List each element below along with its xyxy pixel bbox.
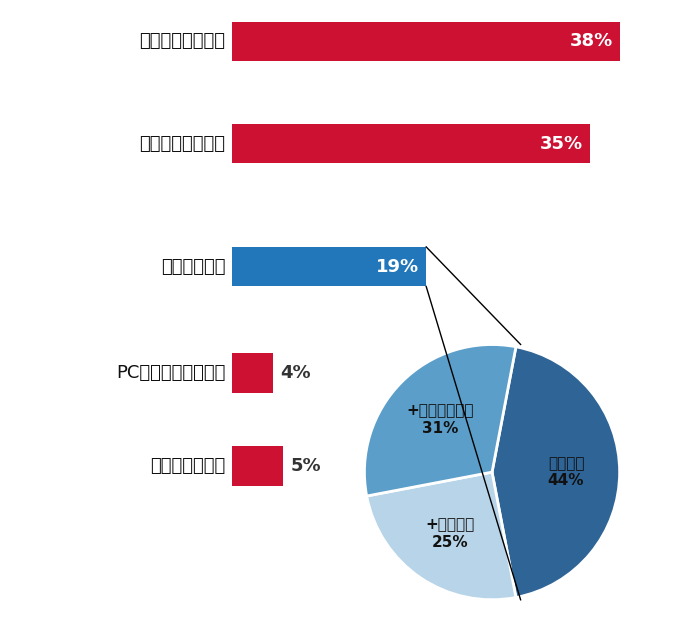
- Text: +サーバー
25%: +サーバー 25%: [426, 517, 475, 549]
- Text: 5%: 5%: [290, 457, 321, 475]
- Text: +専用サービス
31%: +専用サービス 31%: [406, 404, 473, 436]
- Text: ファイルサーバー: ファイルサーバー: [139, 135, 225, 152]
- Text: 35%: 35%: [540, 135, 583, 152]
- Text: 専用保存サービス: 専用保存サービス: [139, 33, 225, 50]
- Text: 19%: 19%: [376, 258, 419, 276]
- Text: PCやハードディスク: PCやハードディスク: [116, 364, 225, 382]
- Text: 決まっていない: 決まっていない: [150, 457, 225, 475]
- Text: 基幹単体
44%: 基幹単体 44%: [547, 456, 584, 488]
- Wedge shape: [492, 347, 620, 597]
- Text: 基幹システム: 基幹システム: [161, 258, 225, 276]
- Wedge shape: [365, 345, 516, 496]
- Text: 38%: 38%: [570, 33, 613, 50]
- Text: 4%: 4%: [280, 364, 310, 382]
- Wedge shape: [367, 472, 516, 600]
